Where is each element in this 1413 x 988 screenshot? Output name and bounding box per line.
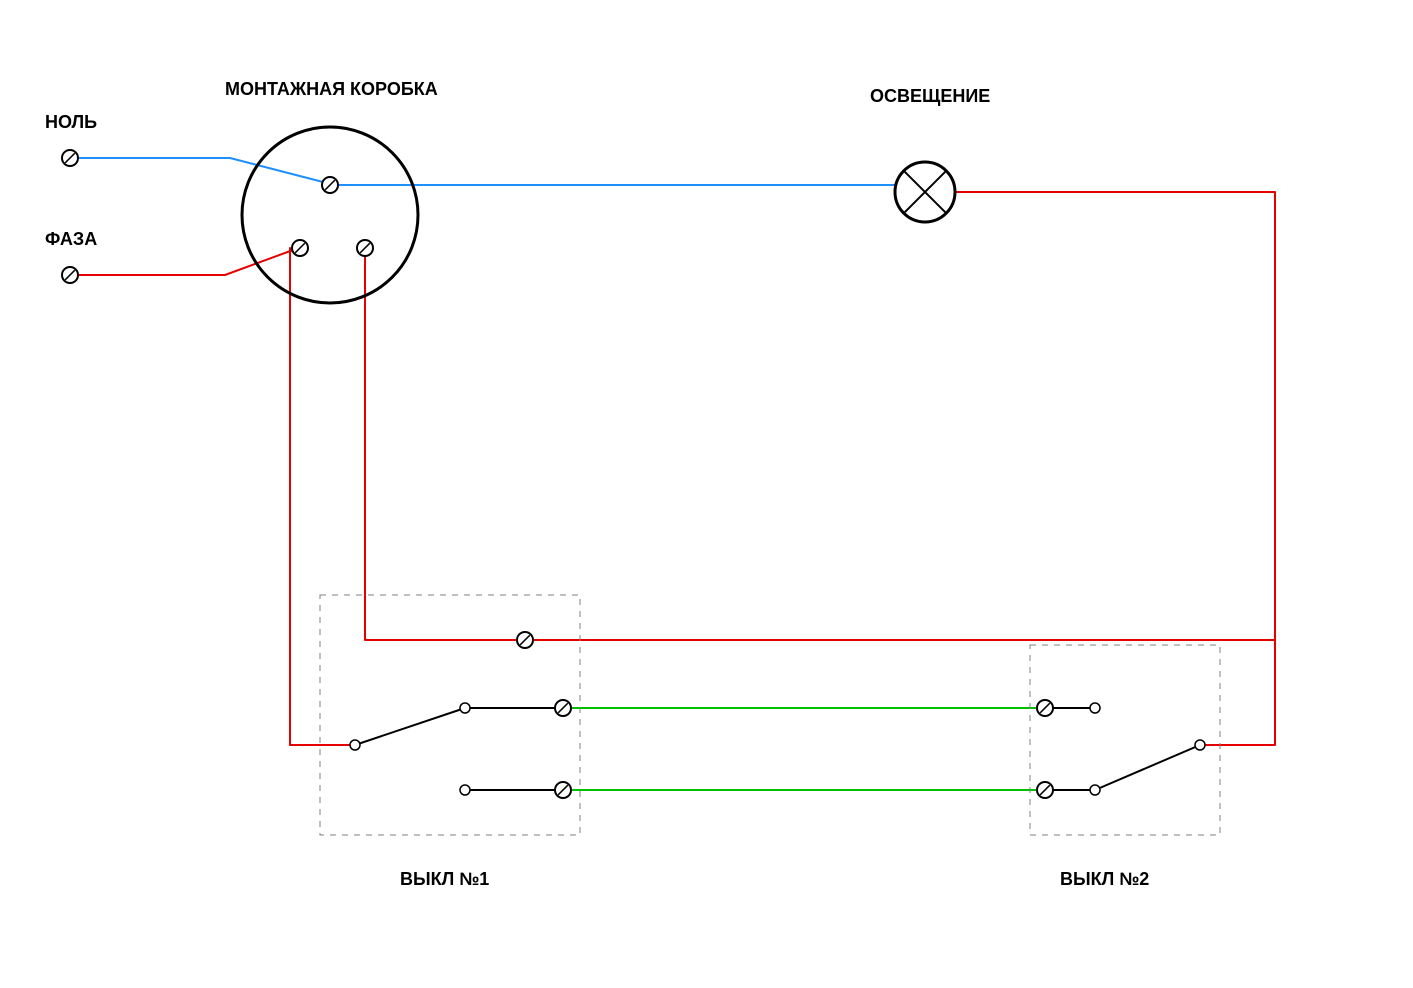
label-neutral: НОЛЬ: [45, 112, 97, 132]
switch-1-box: [320, 595, 580, 835]
label-phase: ФАЗА: [45, 229, 97, 249]
wire-neutral-in: [70, 158, 323, 182]
label-lighting: ОСВЕЩЕНИЕ: [870, 86, 990, 106]
wire-lamp-to-return: [955, 192, 1275, 640]
junction-box: [242, 127, 418, 303]
label-junction-box: МОНТАЖНАЯ КОРОБКА: [225, 79, 438, 99]
switch-2-box: [1030, 645, 1220, 835]
wire-phase-in: [70, 250, 293, 275]
label-switch-2: ВЫКЛ №2: [1060, 869, 1149, 889]
wire-jbox-to-switch1-in: [365, 256, 517, 640]
label-switch-1: ВЫКЛ №1: [400, 869, 489, 889]
lamp-icon: [895, 162, 955, 222]
wire-switch1-in-to-switch2-common: [533, 640, 1275, 745]
